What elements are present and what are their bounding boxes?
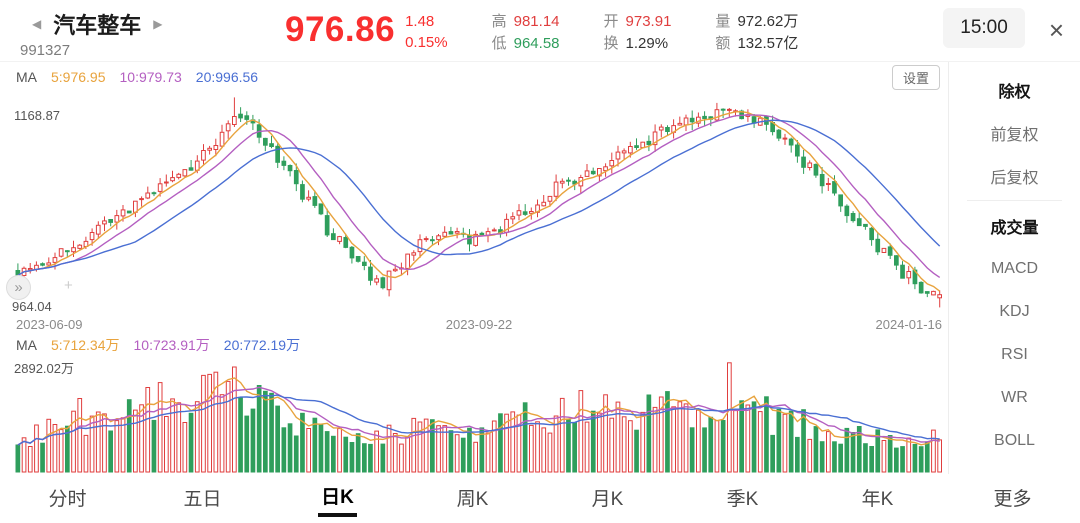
indicator-sidebar: 除权 前复权 后复权 成交量 MACD KDJ RSI WR BOLL [948, 62, 1080, 474]
chart-column: MA 5:976.95 10:979.73 20:996.56 设置 1168.… [0, 62, 948, 474]
x-label-start: 2023-06-09 [16, 316, 83, 332]
tab-more[interactable]: 更多 [993, 489, 1032, 510]
turnover-label: 换 [603, 35, 619, 52]
sidebar-divider [967, 200, 1062, 201]
settings-button[interactable]: 设置 [891, 64, 940, 90]
header: ◀ 汽车整车 ▶ 991327 976.86 1.48 0.15% 高 981.… [0, 0, 1080, 62]
price-ma20-value: 20:996.56 [195, 69, 259, 85]
sidebar-item-boll[interactable]: BOLL [994, 431, 1035, 449]
sidebar-item-backward-adjust[interactable]: 后复权 [990, 169, 1039, 187]
volume-ma20-value: 20:772.19万 [223, 337, 301, 353]
sidebar-item-wr[interactable]: WR [1001, 388, 1028, 406]
price-axis-max: 1168.87 [14, 108, 61, 123]
price-axis-min: 964.04 [12, 299, 52, 314]
volume-ma-legend: MA 5:712.34万 10:723.91万 20:772.19万 [0, 334, 948, 356]
sidebar-item-rsi[interactable]: RSI [1001, 345, 1028, 363]
price-change-percent: 0.15% [405, 34, 448, 51]
volume-axis-max: 2892.02万 [14, 361, 74, 376]
tab-weekly-k[interactable]: 周K [456, 489, 489, 510]
tab-monthly-k[interactable]: 月K [591, 489, 624, 510]
volume-ma10-value: 10:723.91万 [133, 337, 210, 353]
open-label: 开 [603, 13, 619, 30]
volume-ma-prefix: MA [16, 337, 37, 353]
x-axis-labels: 2023-06-09 2023-09-22 2024-01-16 [0, 314, 948, 334]
candlestick-svg [15, 97, 942, 308]
amount-value: 132.57亿 [737, 35, 799, 52]
turnover-value: 1.29% [625, 35, 669, 52]
price-change-block: 1.48 0.15% [405, 8, 448, 53]
volume-label: 量 [715, 13, 731, 30]
price-ma5-value: 5:976.95 [51, 69, 106, 85]
current-price: 976.86 [285, 10, 396, 49]
amount-label: 额 [715, 35, 731, 52]
stock-code: 991327 [20, 42, 71, 59]
price-change: 1.48 [405, 13, 435, 30]
sidebar-item-forward-adjust[interactable]: 前复权 [990, 126, 1039, 144]
price-ma-prefix: MA [16, 69, 37, 85]
candlestick-chart[interactable]: 1168.87 964.04 + » [0, 88, 948, 314]
tab-daily-k[interactable]: 日K [270, 480, 405, 517]
price-ma-legend: MA 5:976.95 10:979.73 20:996.56 设置 [0, 64, 948, 90]
x-label-end: 2024-01-16 [875, 316, 943, 332]
tab-quarterly-k[interactable]: 季K [726, 489, 759, 510]
high-low-block: 高 981.14 低 964.58 [492, 8, 560, 55]
next-stock-arrow-icon[interactable]: ▶ [153, 17, 163, 31]
close-icon[interactable]: × [1048, 15, 1064, 45]
tab-five-day[interactable]: 五日 [183, 489, 222, 510]
sidebar-item-kdj[interactable]: KDJ [999, 302, 1030, 320]
expand-button[interactable]: » [6, 275, 31, 300]
volume-svg [15, 362, 942, 473]
sidebar-item-volume[interactable]: 成交量 [990, 219, 1039, 237]
crosshair-icon: + [64, 277, 73, 294]
stock-title: 汽车整车 [53, 13, 142, 38]
x-label-middle: 2023-09-22 [445, 316, 513, 332]
title-block: ◀ 汽车整车 ▶ 991327 [20, 8, 255, 59]
low-value: 964.58 [513, 35, 560, 52]
sidebar-item-exright[interactable]: 除权 [998, 83, 1031, 101]
sidebar-item-macd[interactable]: MACD [990, 259, 1039, 277]
volume-ma5-value: 5:712.34万 [51, 337, 120, 353]
period-tabs: 分时 五日 日K 周K 月K 季K 年K 更多 [0, 474, 1080, 523]
volume-amount-block: 量 972.62万 额 132.57亿 [715, 8, 798, 55]
high-label: 高 [491, 13, 507, 30]
prev-stock-arrow-icon[interactable]: ◀ [32, 17, 42, 31]
low-label: 低 [491, 35, 507, 52]
price-ma10-value: 10:979.73 [119, 69, 182, 85]
tab-minute[interactable]: 分时 [48, 489, 87, 510]
volume-value: 972.62万 [737, 13, 799, 30]
open-turnover-block: 开 973.91 换 1.29% [604, 8, 672, 55]
tab-yearly-k[interactable]: 年K [861, 489, 894, 510]
volume-chart[interactable]: 2892.02万 [0, 356, 948, 474]
high-value: 981.14 [513, 13, 560, 30]
open-value: 973.91 [625, 13, 672, 30]
time-display: 15:00 [943, 8, 1025, 48]
